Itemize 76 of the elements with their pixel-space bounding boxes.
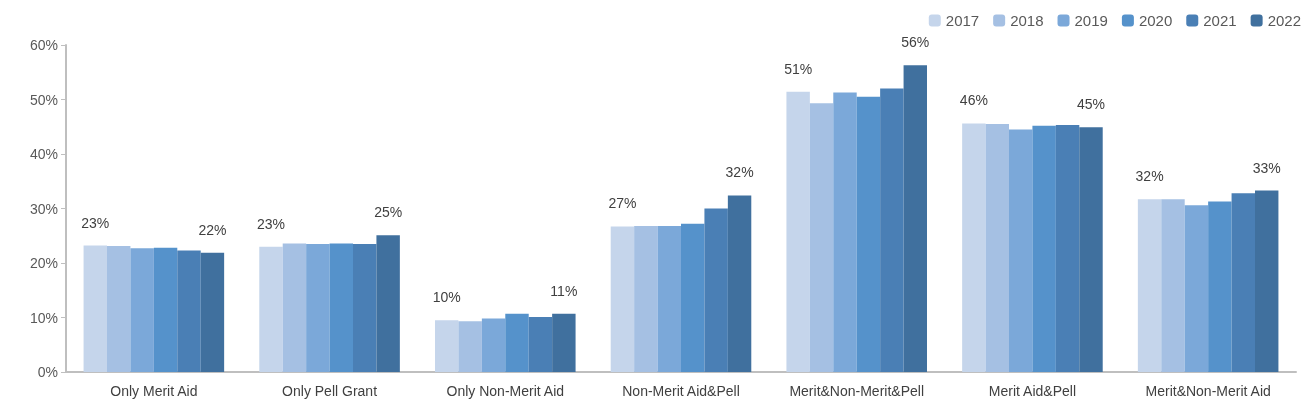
- bar: [130, 248, 154, 372]
- data-label: 23%: [81, 214, 110, 231]
- y-tick-label: 60%: [29, 37, 58, 53]
- data-label: 45%: [1076, 96, 1106, 113]
- bar: [1231, 193, 1255, 372]
- bar: [107, 246, 131, 372]
- bar: [1137, 199, 1162, 372]
- data-label: 11%: [550, 282, 578, 299]
- data-label: 27%: [608, 195, 637, 212]
- bar: [856, 96, 881, 372]
- data-label: 56%: [901, 34, 930, 51]
- bar: [681, 223, 705, 372]
- bar: [306, 243, 330, 372]
- x-tick-label: Only Non-Merit Aid: [446, 383, 565, 399]
- x-tick-label: Only Merit Aid: [110, 383, 198, 399]
- bar: [962, 123, 986, 372]
- bar: [153, 247, 178, 372]
- data-label: 22%: [198, 221, 227, 238]
- legend-label: 2022: [1267, 12, 1302, 29]
- bar: [1208, 201, 1232, 372]
- x-tick-label: Only Pell Grant: [282, 383, 378, 399]
- y-tick-label: 40%: [29, 146, 58, 162]
- bar: [809, 103, 834, 372]
- bar: [259, 246, 283, 372]
- bar: [353, 243, 377, 372]
- y-tick-label: 20%: [29, 255, 58, 271]
- y-tick-label: 50%: [29, 91, 58, 108]
- x-tick-label: Merit&Non-Merit Aid: [1145, 383, 1271, 399]
- bar: [786, 91, 810, 372]
- bar: [704, 208, 728, 372]
- data-label: 25%: [374, 204, 403, 221]
- y-tick-label: 10%: [29, 309, 58, 326]
- legend-label: 2020: [1138, 12, 1173, 29]
- bar: [657, 225, 681, 372]
- data-label: 46%: [959, 92, 988, 109]
- bar: [458, 321, 482, 372]
- bar: [505, 313, 529, 372]
- data-label: 33%: [1252, 159, 1281, 176]
- bar: [1184, 205, 1209, 372]
- bar: [329, 243, 353, 372]
- bar: [610, 226, 635, 372]
- bar: [1255, 190, 1279, 372]
- data-label: 32%: [1135, 168, 1164, 185]
- bar: [833, 92, 857, 372]
- x-tick-label: Non-Merit Aid&Pell: [622, 383, 740, 399]
- bar: [83, 245, 107, 372]
- legend-label: 2019: [1074, 12, 1108, 29]
- bar: [880, 88, 904, 372]
- bar: [435, 320, 459, 372]
- data-label: 23%: [256, 215, 286, 232]
- bar: [200, 252, 225, 372]
- bar: [1032, 125, 1056, 372]
- data-label: 32%: [725, 164, 754, 181]
- x-tick-label: Merit&Non-Merit&Pell: [789, 383, 925, 399]
- bar: [282, 243, 307, 372]
- y-tick-label: 0%: [37, 364, 58, 380]
- bar: [177, 250, 201, 372]
- legend-label: 2017: [945, 12, 980, 29]
- bar: [985, 124, 1009, 372]
- legend-label: 2021: [1203, 12, 1237, 29]
- bar: [903, 65, 927, 372]
- bar: [1161, 199, 1185, 372]
- bar: [552, 313, 576, 372]
- bar: [376, 235, 400, 372]
- bar: [1009, 129, 1033, 372]
- x-tick-label: Merit Aid&Pell: [988, 383, 1077, 399]
- y-tick-label: 30%: [29, 200, 58, 217]
- bar: [634, 225, 658, 372]
- bar: [481, 318, 506, 372]
- legend-label: 2018: [1010, 12, 1044, 29]
- bar: [528, 316, 553, 372]
- bar: [1079, 127, 1103, 372]
- data-label: 51%: [784, 60, 813, 77]
- bar: [727, 195, 752, 372]
- bar: [1055, 125, 1080, 372]
- data-label: 10%: [432, 289, 461, 306]
